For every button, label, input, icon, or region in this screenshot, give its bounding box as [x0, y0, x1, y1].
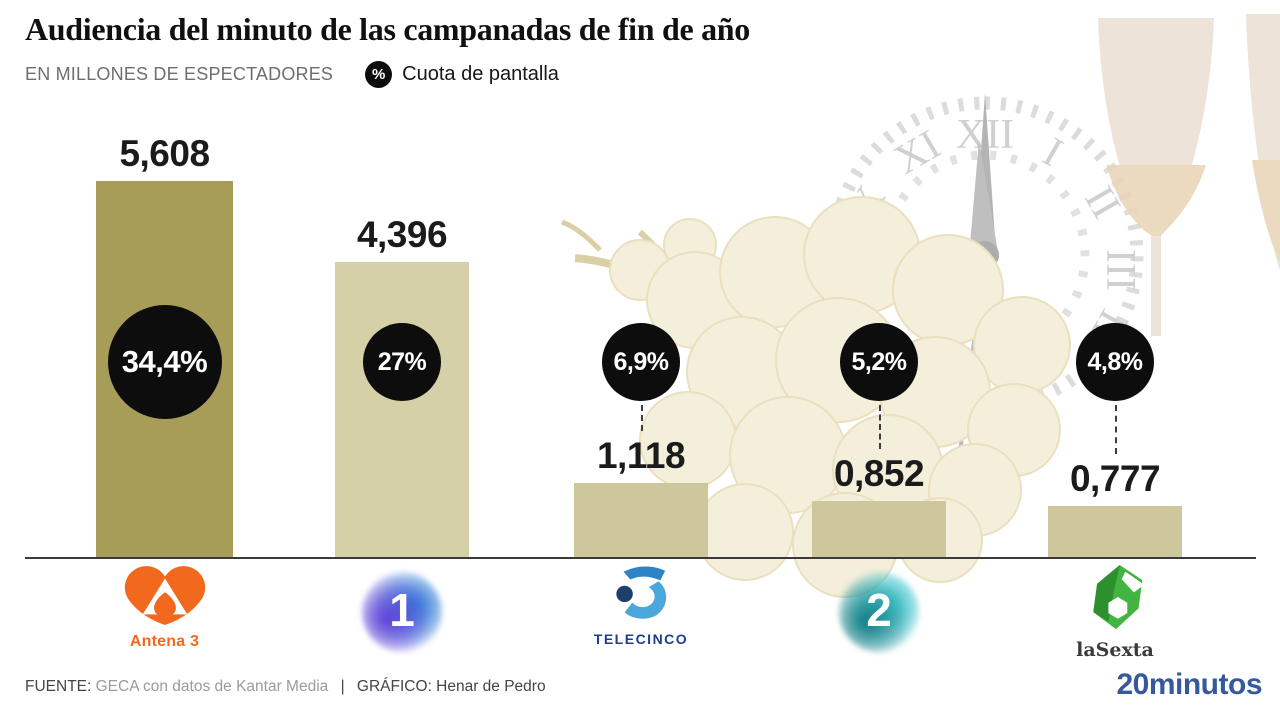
telecinco-label: TELECINCO [593, 631, 689, 647]
lasexta-logo-icon [1093, 565, 1145, 630]
telecinco-logo: TELECINCO [566, 564, 716, 647]
telecinco-logo-icon [616, 566, 667, 619]
share-bubble-la2: 5,2% [840, 323, 918, 401]
page-title: Audiencia del minuto de las campanadas d… [25, 11, 750, 47]
bar-value-lasexta: 0,777 [1069, 458, 1161, 499]
legend-row: EN MILLONES DE ESPECTADORES % Cuota de p… [25, 60, 750, 88]
bar-value-la2: 0,852 [833, 453, 925, 494]
units-label: EN MILLONES DE ESPECTADORES [25, 63, 334, 84]
source-value: GECA con datos de Kantar Media [95, 678, 329, 695]
share-bubble-lasexta: 4,8% [1076, 323, 1154, 401]
bar-la1 [335, 262, 469, 558]
bar-lasexta [1048, 506, 1182, 558]
share-bubble-telecinco: 6,9% [602, 323, 680, 401]
connector-line [641, 405, 643, 431]
footer-separator: | [340, 678, 345, 695]
bar-group-la2: 0,852 5,2% 2 [812, 0, 946, 720]
bar-group-antena3: 5,608 34,4% Antena 3 [96, 0, 233, 720]
source-credit: FUENTE: GECA con datos de Kantar Media |… [25, 678, 546, 696]
graphic-credit: GRÁFICO: Henar de Pedro [356, 678, 546, 695]
la2-label: 2 [866, 584, 892, 636]
chart-baseline [25, 557, 1256, 559]
bar-value-antena3: 5,608 [119, 133, 210, 174]
la2-logo: 2 [839, 572, 919, 652]
connector-line [1115, 405, 1117, 454]
antena3-logo-icon [124, 566, 205, 626]
share-legend-label: Cuota de pantalla [402, 62, 559, 85]
brand-logo: 20minutos [1116, 668, 1262, 701]
champagne-glasses-illustration [1098, 14, 1280, 336]
la1-logo-icon [362, 572, 442, 652]
bar-value-la1: 4,396 [356, 214, 448, 255]
la1-logo: 1 [362, 572, 442, 652]
bar-group-la1: 4,396 27% 1 [335, 0, 469, 720]
share-bubble-antena3: 34,4% [107, 305, 222, 419]
svg-text:III: III [1097, 249, 1143, 291]
lasexta-label: laSexta [1076, 639, 1154, 661]
percent-badge-icon: % [365, 60, 393, 88]
source-label: FUENTE: [25, 678, 92, 695]
connector-line [879, 405, 881, 449]
antena3-label: Antena 3 [129, 633, 200, 650]
lasexta-logo: laSexta [1040, 562, 1190, 661]
bar-la2 [812, 501, 946, 558]
bar-group-telecinco: 1,118 6,9% TELECINCO [574, 0, 708, 720]
la2-logo-icon [839, 572, 919, 652]
share-bubble-la1: 27% [363, 323, 441, 401]
header: Audiencia del minuto de las campanadas d… [25, 10, 750, 88]
bar-value-telecinco: 1,118 [596, 435, 686, 476]
la1-label: 1 [389, 584, 415, 636]
bar-telecinco [574, 483, 708, 558]
antena3-logo: Antena 3 [90, 564, 240, 651]
bar-group-lasexta: 0,777 4,8% laSexta [1048, 0, 1182, 720]
